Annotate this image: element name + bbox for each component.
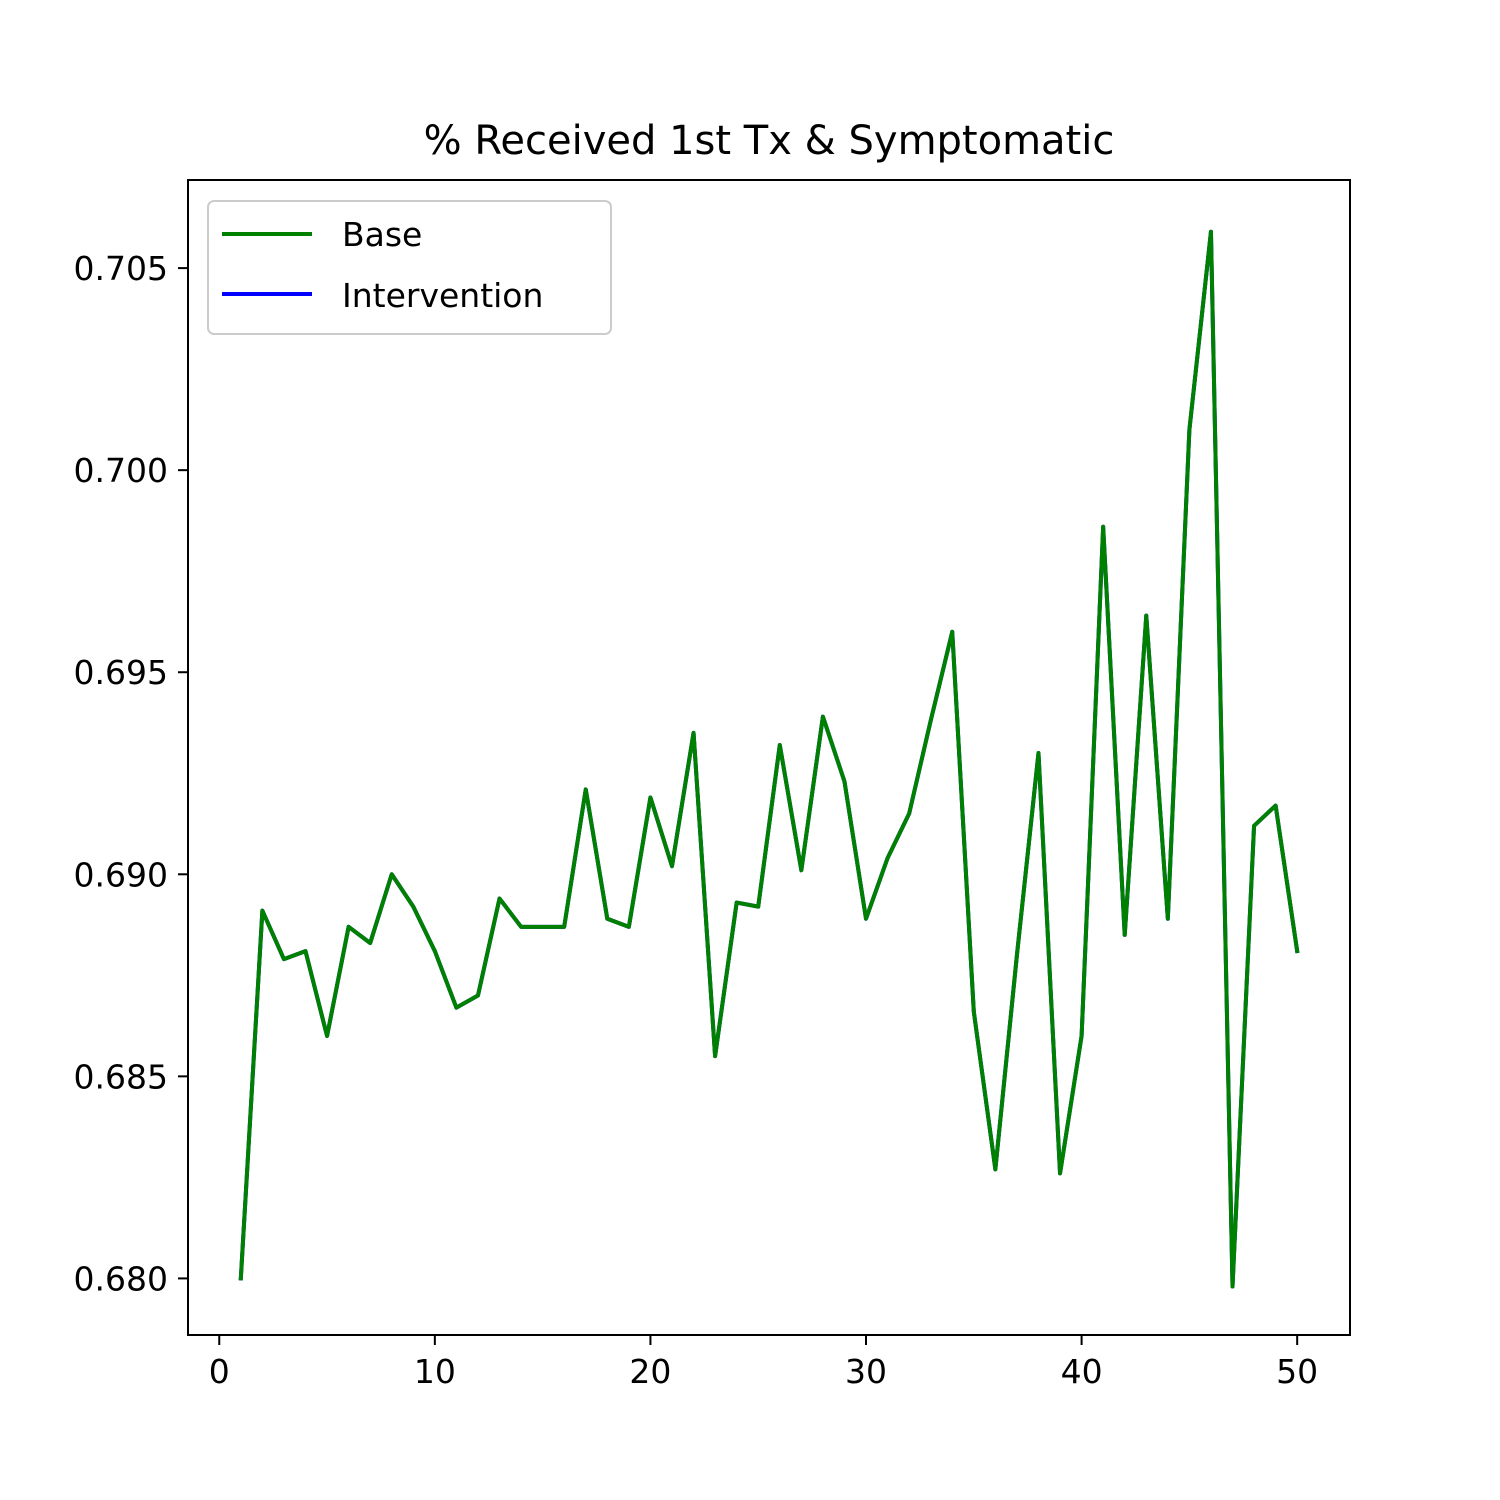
y-tick-label: 0.705 [74,249,168,288]
x-tick-label: 20 [629,1352,671,1391]
x-tick-label: 50 [1276,1352,1318,1391]
x-tick-label: 40 [1061,1352,1103,1391]
y-tick-label: 0.695 [74,653,168,692]
axes-frame [187,179,1351,1336]
plot-area [238,229,1300,1289]
x-tick-label: 0 [209,1352,230,1391]
chart-title: % Received 1st Tx & Symptomatic [424,118,1115,164]
x-tick-label: 30 [845,1352,887,1391]
y-tick-label: 0.685 [74,1057,168,1096]
y-tick-label: 0.690 [74,855,168,894]
axis-ticks: 0 10 20 30 40 50 0.680 0.685 0.690 0.695 0.700 0.70… [74,249,1319,1391]
y-tick-label: 0.680 [74,1259,168,1298]
legend-label-base: Base [342,215,422,254]
legend-label-intervention: Intervention [342,276,543,315]
y-tick-label: 0.700 [74,451,168,490]
series-line-base [238,229,1300,1289]
x-tick-label: 10 [414,1352,456,1391]
legend: Base Intervention [207,200,612,335]
